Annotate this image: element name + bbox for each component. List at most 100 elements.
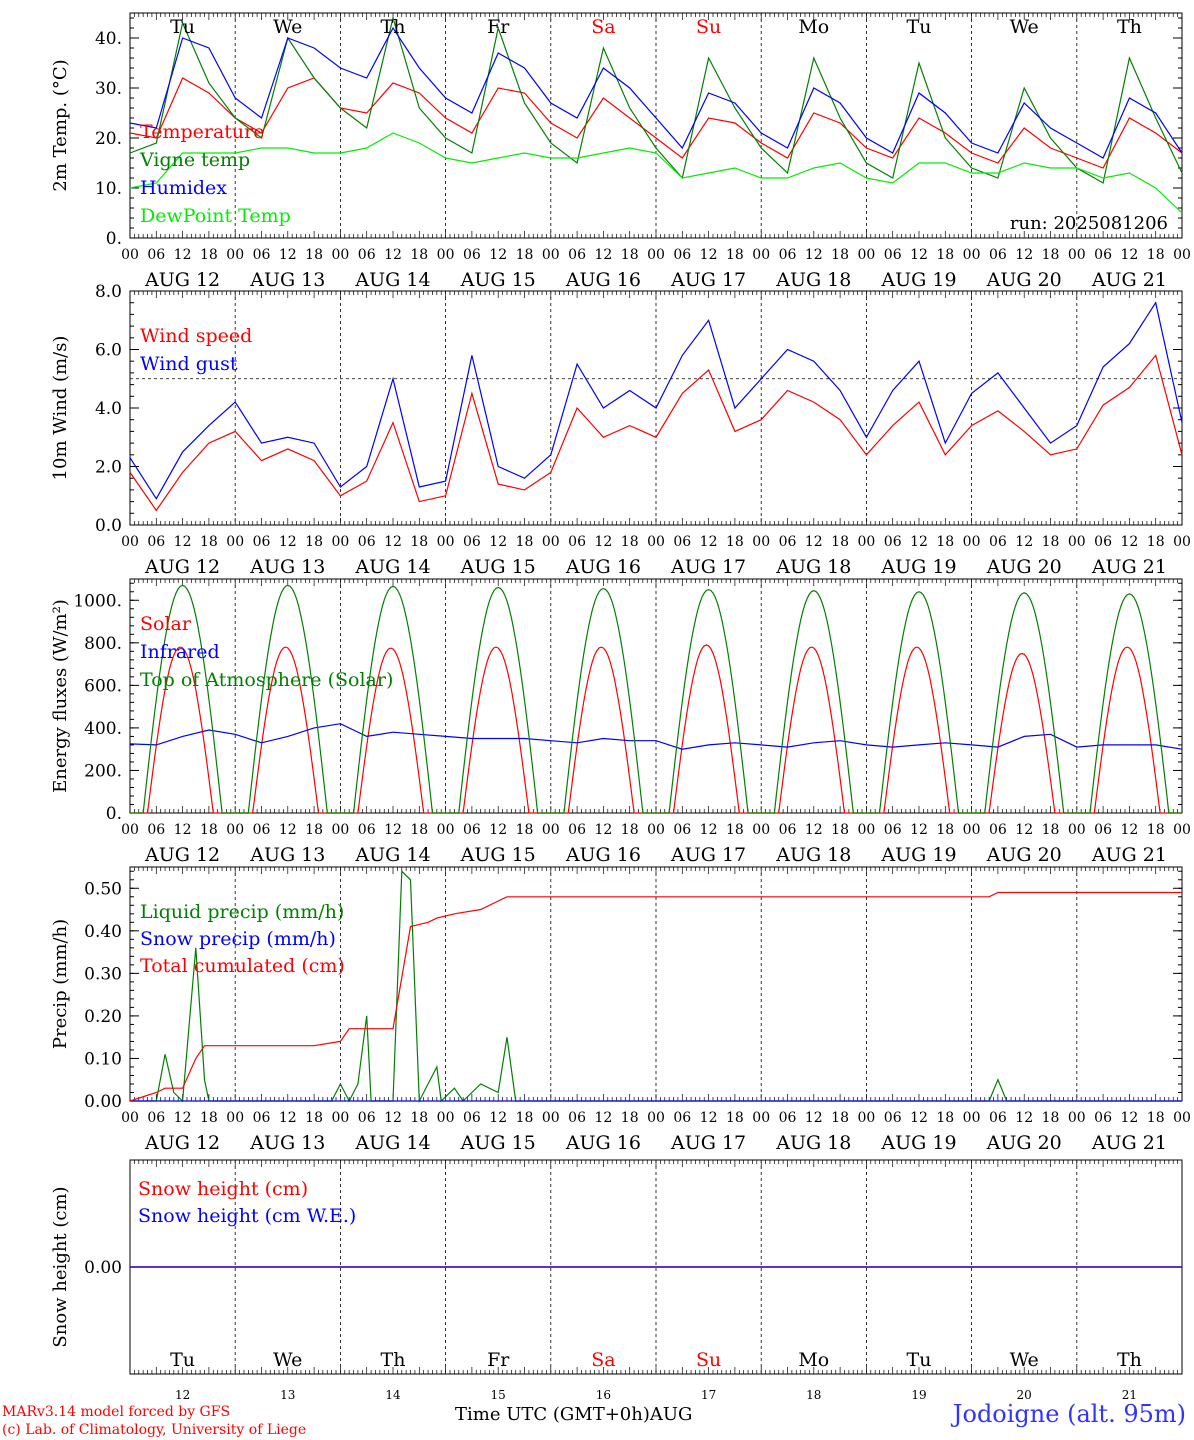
y-tick-label: 0.00 <box>84 1258 122 1278</box>
x-tick-label: 00 <box>647 822 665 838</box>
day-number-label: 17 <box>701 1388 716 1402</box>
x-tick-label: 18 <box>936 534 954 550</box>
x-tick-label: 00 <box>331 534 349 550</box>
x-tick-label: 06 <box>884 822 902 838</box>
station-name: Jodoigne (alt. 95m) <box>952 1400 1186 1428</box>
x-tick-label: 18 <box>936 1110 954 1126</box>
legend-entry: Humidex <box>140 177 227 199</box>
day-number-label: 12 <box>175 1388 190 1402</box>
x-tick-label: 18 <box>1147 247 1165 263</box>
date-label: AUG 17 <box>670 1132 746 1154</box>
x-tick-label: 12 <box>174 247 192 263</box>
x-tick-label: 18 <box>831 534 849 550</box>
date-label: AUG 12 <box>144 269 220 291</box>
weekday-label: Su <box>696 1349 721 1371</box>
x-tick-label: 12 <box>594 822 612 838</box>
x-tick-label: 18 <box>200 822 218 838</box>
date-label: AUG 16 <box>565 844 641 866</box>
date-label: AUG 13 <box>249 844 325 866</box>
x-tick-label: 06 <box>779 247 797 263</box>
date-label: AUG 13 <box>249 556 325 578</box>
legend-entry: Snow height (cm) <box>138 1178 308 1200</box>
x-tick-label: 18 <box>516 822 534 838</box>
x-tick-label: 12 <box>174 1110 192 1126</box>
day-number-label: 21 <box>1122 1388 1137 1402</box>
date-label: AUG 21 <box>1091 1132 1167 1154</box>
day-number-label: 14 <box>385 1388 401 1402</box>
x-tick-label: 12 <box>910 822 928 838</box>
x-tick-label: 12 <box>489 534 507 550</box>
x-tick-label: 12 <box>279 822 297 838</box>
x-tick-label: 00 <box>226 534 244 550</box>
date-label: AUG 18 <box>775 844 851 866</box>
date-label: AUG 18 <box>775 269 851 291</box>
y-tick-label: 40. <box>95 29 122 49</box>
x-tick-label: 00 <box>1173 822 1191 838</box>
weekday-label: Th <box>381 1349 406 1371</box>
day-number-label: 13 <box>280 1388 295 1402</box>
x-tick-label: 00 <box>1173 247 1191 263</box>
x-tick-label: 18 <box>831 822 849 838</box>
x-tick-label: 06 <box>147 822 165 838</box>
model-credit: MARv3.14 model forced by GFS <box>2 1404 231 1420</box>
x-tick-label: 18 <box>726 1110 744 1126</box>
x-tick-label: 18 <box>831 247 849 263</box>
x-tick-label: 18 <box>621 1110 639 1126</box>
date-label: AUG 16 <box>565 556 641 578</box>
x-tick-label: 12 <box>910 247 928 263</box>
x-tick-label: 06 <box>779 534 797 550</box>
date-label: AUG 15 <box>460 1132 536 1154</box>
x-tick-label: 00 <box>963 534 981 550</box>
x-tick-label: 00 <box>437 247 455 263</box>
date-label: AUG 16 <box>565 269 641 291</box>
date-label: AUG 13 <box>249 1132 325 1154</box>
date-label: AUG 17 <box>670 844 746 866</box>
x-tick-label: 00 <box>857 1110 875 1126</box>
x-tick-label: 18 <box>305 1110 323 1126</box>
y-tick-label: 6.0 <box>95 341 122 361</box>
legend-entry: Solar <box>140 613 192 635</box>
date-label: AUG 12 <box>144 556 220 578</box>
legend-entry: Top of Atmosphere (Solar) <box>140 669 393 691</box>
x-tick-label: 00 <box>963 1110 981 1126</box>
x-tick-label: 00 <box>437 1110 455 1126</box>
y-axis-label: 2m Temp. (°C) <box>50 59 71 191</box>
weekday-label: Mo <box>798 16 829 38</box>
x-tick-label: 18 <box>936 822 954 838</box>
x-tick-label: 12 <box>384 247 402 263</box>
legend-entry: Liquid precip (mm/h) <box>140 901 344 923</box>
x-tick-label: 00 <box>647 534 665 550</box>
x-tick-label: 00 <box>752 822 770 838</box>
y-tick-label: 600. <box>84 676 122 696</box>
x-tick-label: 00 <box>121 534 139 550</box>
y-tick-label: 0. <box>106 804 122 824</box>
x-tick-label: 06 <box>568 247 586 263</box>
x-tick-label: 00 <box>1068 247 1086 263</box>
legend-entry: Wind gust <box>140 353 238 375</box>
series-line-total-cumulated-cm <box>129 891 1182 1102</box>
x-tick-label: 06 <box>358 247 376 263</box>
x-tick-label: 12 <box>1015 534 1033 550</box>
date-label: AUG 21 <box>1091 556 1167 578</box>
x-tick-label: 12 <box>279 247 297 263</box>
weekday-label: Th <box>1117 1349 1142 1371</box>
legend-entry: Vigne temp <box>139 149 250 171</box>
x-tick-label: 18 <box>1042 822 1060 838</box>
day-number-label: 15 <box>491 1388 506 1402</box>
x-tick-label: 18 <box>621 534 639 550</box>
day-number-label: 16 <box>596 1388 611 1402</box>
x-tick-label: 06 <box>779 1110 797 1126</box>
x-tick-label: 18 <box>726 822 744 838</box>
x-tick-label: 00 <box>121 822 139 838</box>
y-tick-label: 0. <box>106 229 122 249</box>
legend-entry: DewPoint Temp <box>140 205 291 227</box>
x-tick-label: 12 <box>384 1110 402 1126</box>
y-tick-label: 2.0 <box>95 458 122 478</box>
date-label: AUG 19 <box>880 844 956 866</box>
x-tick-label: 18 <box>1147 822 1165 838</box>
x-tick-label: 12 <box>1120 247 1138 263</box>
x-tick-label: 06 <box>1094 822 1112 838</box>
date-label: AUG 15 <box>460 269 536 291</box>
x-tick-label: 12 <box>1015 822 1033 838</box>
x-tick-label: 00 <box>121 247 139 263</box>
